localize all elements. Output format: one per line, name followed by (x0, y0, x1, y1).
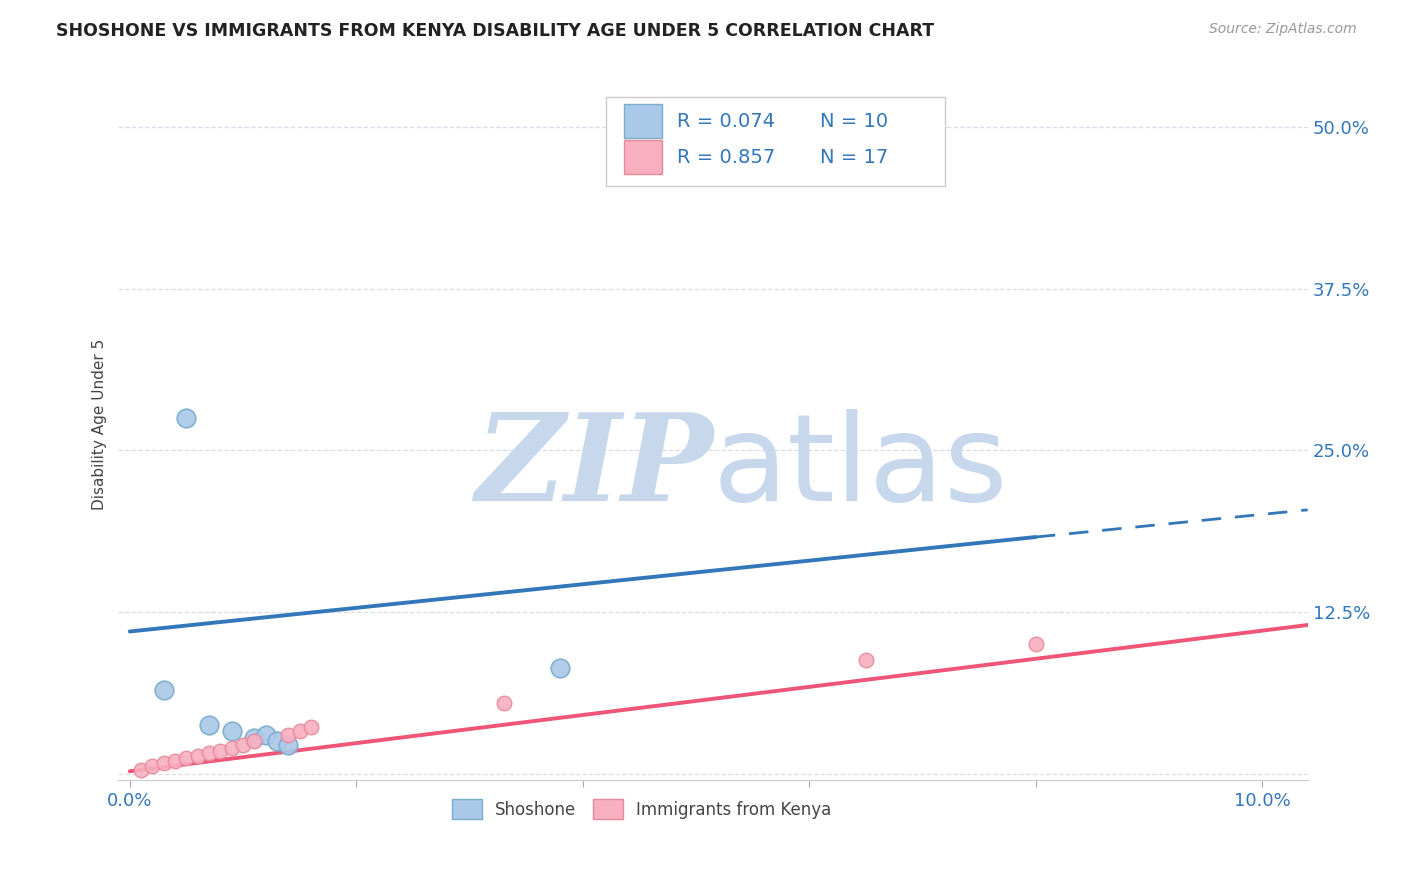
Point (254, 728, 277, 742)
Text: R = 0.074: R = 0.074 (678, 112, 775, 131)
Point (165, 754, 187, 768)
Point (152, 756, 174, 771)
Text: ZIP: ZIP (475, 408, 713, 526)
Bar (624, 140, 662, 174)
Point (176, 751, 198, 765)
Point (152, 682, 174, 697)
Point (855, 653, 877, 667)
Point (492, 696, 515, 710)
Text: N = 10: N = 10 (820, 112, 889, 131)
Point (221, 724, 243, 739)
Legend: Shoshone, Immigrants from Kenya: Shoshone, Immigrants from Kenya (446, 793, 838, 825)
FancyBboxPatch shape (606, 97, 945, 186)
Point (288, 724, 311, 739)
Text: R = 0.857: R = 0.857 (678, 147, 776, 167)
Point (198, 717, 221, 731)
Point (243, 734, 266, 748)
Point (176, 411, 198, 425)
Bar (624, 104, 662, 138)
Point (277, 728, 299, 742)
Point (266, 734, 288, 748)
Text: atlas: atlas (713, 409, 1008, 525)
Text: SHOSHONE VS IMMIGRANTS FROM KENYA DISABILITY AGE UNDER 5 CORRELATION CHART: SHOSHONE VS IMMIGRANTS FROM KENYA DISABI… (56, 22, 935, 40)
Point (707, 152, 730, 166)
Point (1025, 637, 1047, 651)
Point (198, 746, 221, 760)
Point (221, 741, 243, 756)
Point (141, 759, 163, 773)
Text: N = 17: N = 17 (820, 147, 889, 167)
Point (129, 763, 152, 777)
Y-axis label: Disability Age Under 5: Disability Age Under 5 (93, 339, 107, 510)
Point (209, 743, 232, 757)
Text: Source: ZipAtlas.com: Source: ZipAtlas.com (1209, 22, 1357, 37)
Point (548, 661, 571, 675)
Point (277, 739, 299, 753)
Point (232, 739, 254, 753)
Point (299, 720, 322, 734)
Point (243, 731, 266, 745)
Point (187, 748, 209, 763)
